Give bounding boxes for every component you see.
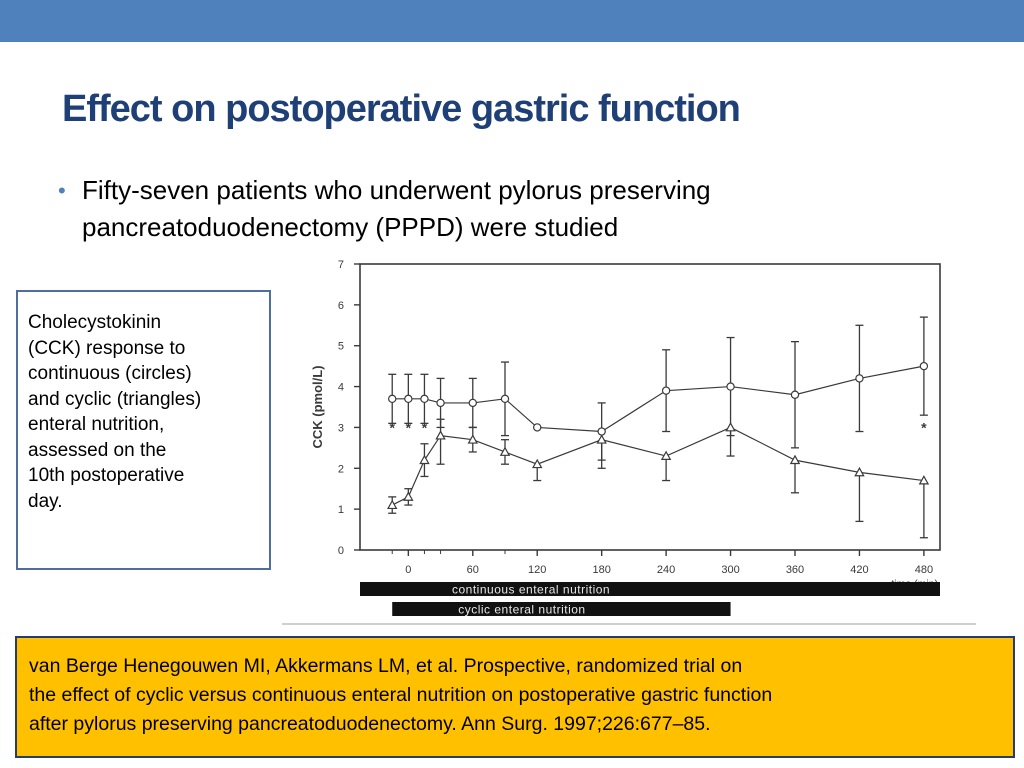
- chart-svg: 01234567060120180240300360420480time (mi…: [282, 259, 976, 625]
- side-note-line: (CCK) response to: [28, 337, 186, 359]
- reference-line: van Berge Henegouwen MI, Akkermans LM, e…: [29, 655, 743, 677]
- plot-frame: [359, 263, 941, 551]
- triangle-point: [403, 491, 414, 501]
- circle-point: [597, 427, 606, 436]
- y-axis-label: CCK (pmol/L): [310, 365, 325, 448]
- bullet-line-2: pancreatoduodenectomy (PPPD) were studie…: [82, 212, 619, 242]
- circle-point: [919, 361, 929, 371]
- y-tick-label: 2: [338, 463, 344, 475]
- reference-box: van Berge Henegouwen MI, Akkermans LM, e…: [15, 636, 1015, 758]
- y-tick-label: 5: [338, 341, 344, 353]
- significance-star: *: [406, 419, 412, 435]
- circle-point: [661, 386, 671, 395]
- side-note-line: and cyclic (triangles): [28, 388, 202, 410]
- y-tick-label: 6: [338, 300, 344, 312]
- x-tick-label: 0: [405, 564, 411, 576]
- circle-point: [726, 382, 735, 391]
- triangle-point: [467, 434, 478, 444]
- y-tick-label: 3: [338, 422, 344, 434]
- triangle-point: [725, 421, 736, 432]
- x-tick-label: 480: [915, 564, 933, 576]
- reference-line: the effect of cyclic versus continuous e…: [29, 684, 773, 706]
- cck-chart: 01234567060120180240300360420480time (mi…: [282, 252, 976, 632]
- y-tick-label: 4: [338, 382, 344, 394]
- continuous-nutrition-bar: [360, 582, 940, 596]
- y-tick-label: 0: [338, 545, 344, 557]
- triangle-point: [596, 434, 607, 444]
- significance-star: *: [921, 419, 927, 435]
- nutrition-bar-label: cyclic enteral nutrition: [458, 603, 585, 617]
- triangle-point: [532, 458, 543, 469]
- cyclic-nutrition-bar: [392, 602, 731, 616]
- bullet-dot-icon: •: [58, 178, 66, 203]
- triangle-point: [419, 454, 430, 465]
- side-note-line: enteral nutrition,: [28, 414, 165, 435]
- triangle-point: [918, 475, 930, 485]
- triangle-point: [499, 446, 511, 456]
- circle-point: [500, 394, 510, 404]
- circle-point: [468, 398, 477, 408]
- circle-point: [790, 390, 800, 399]
- x-tick-label: 120: [528, 564, 546, 576]
- triangle-point: [854, 466, 865, 477]
- x-tick-label: 240: [657, 564, 675, 576]
- bullet-line-1: Fifty-seven patients who underwent pylor…: [82, 175, 711, 205]
- reference-line: after pylorus preserving pancreatoduoden…: [29, 713, 711, 735]
- bullet-point: • Fifty-seven patients who underwent pyl…: [58, 172, 958, 246]
- nutrition-bar-label: continuous enteral nutrition: [452, 583, 610, 597]
- side-note-line: day.: [28, 490, 63, 512]
- side-note-line: 10th postoperative: [28, 465, 185, 486]
- circle-point: [855, 374, 864, 383]
- side-note-line: Cholecystokinin: [28, 312, 162, 333]
- y-tick-label: 1: [338, 504, 344, 516]
- circle-point: [533, 423, 542, 432]
- triangle-point: [660, 450, 672, 460]
- circle-point: [436, 398, 445, 408]
- circle-point: [388, 394, 397, 404]
- slide-title: Effect on postoperative gastric function: [62, 88, 741, 130]
- triangle-point: [789, 454, 801, 465]
- triangle-point: [435, 430, 446, 440]
- y-tick-label: 7: [338, 259, 344, 271]
- top-accent-bar: [0, 0, 1024, 42]
- x-tick-label: 300: [721, 564, 739, 576]
- x-tick-label: 60: [467, 564, 479, 576]
- significance-star: *: [422, 419, 428, 435]
- side-note-line: continuous (circles): [28, 363, 192, 384]
- circle-point: [404, 394, 413, 404]
- significance-star: *: [389, 419, 395, 435]
- x-tick-label: 420: [850, 564, 868, 576]
- circle-point: [420, 394, 429, 404]
- x-tick-label: 360: [786, 564, 804, 576]
- side-note-line: assessed on the: [28, 439, 167, 461]
- triangle-point: [387, 499, 398, 510]
- x-tick-label: 180: [592, 564, 610, 576]
- side-note-box: Cholecystokinin (CCK) response to contin…: [16, 290, 271, 570]
